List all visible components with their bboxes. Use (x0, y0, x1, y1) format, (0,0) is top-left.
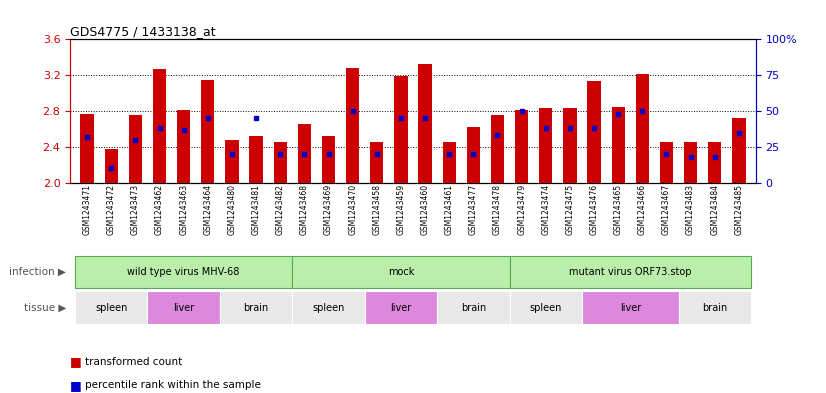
Bar (75, 292, 148, 323)
Text: ■: ■ (70, 378, 82, 392)
Bar (129, 115, 142, 183)
Text: percentile rank within the sample: percentile rank within the sample (85, 380, 261, 390)
Bar (515, 110, 529, 183)
Text: spleen: spleen (95, 303, 127, 312)
Bar (510, 292, 582, 323)
Bar (249, 136, 263, 183)
Bar (220, 292, 292, 323)
Bar (708, 141, 721, 183)
Bar (587, 81, 601, 183)
Bar (419, 64, 432, 183)
Bar (467, 127, 480, 183)
Bar (539, 108, 553, 183)
Bar (292, 256, 510, 288)
Text: brain: brain (461, 303, 486, 312)
Text: GDS4775 / 1433138_at: GDS4775 / 1433138_at (70, 25, 216, 38)
Bar (75, 256, 292, 288)
Bar (365, 292, 437, 323)
Bar (684, 141, 697, 183)
Bar (148, 292, 220, 323)
Text: transformed count: transformed count (85, 356, 183, 367)
Text: brain: brain (702, 303, 728, 312)
Bar (491, 115, 504, 183)
Bar (225, 140, 239, 183)
Bar (563, 108, 577, 183)
Text: liver: liver (620, 303, 641, 312)
Bar (611, 107, 624, 183)
Bar (660, 141, 673, 183)
Bar (582, 292, 678, 323)
Text: mock: mock (387, 267, 414, 277)
Bar (202, 80, 215, 183)
Bar (370, 141, 383, 183)
Text: spleen: spleen (529, 303, 562, 312)
Bar (273, 141, 287, 183)
Bar (510, 256, 751, 288)
Text: liver: liver (173, 303, 194, 312)
Bar (322, 136, 335, 183)
Text: wild type virus MHV-68: wild type virus MHV-68 (127, 267, 240, 277)
Text: liver: liver (391, 303, 411, 312)
Text: infection ▶: infection ▶ (9, 267, 66, 277)
Bar (636, 74, 649, 183)
Bar (80, 114, 93, 183)
Text: brain: brain (244, 303, 268, 312)
Text: ■: ■ (70, 355, 82, 368)
Bar (292, 292, 365, 323)
Bar (678, 292, 751, 323)
Bar (394, 76, 407, 183)
Bar (297, 125, 311, 183)
Bar (346, 68, 359, 183)
Text: tissue ▶: tissue ▶ (24, 303, 66, 312)
Bar (437, 292, 510, 323)
Bar (443, 141, 456, 183)
Bar (105, 149, 118, 183)
Bar (153, 69, 166, 183)
Text: spleen: spleen (312, 303, 344, 312)
Bar (177, 110, 190, 183)
Bar (733, 118, 746, 183)
Text: mutant virus ORF73.stop: mutant virus ORF73.stop (569, 267, 691, 277)
